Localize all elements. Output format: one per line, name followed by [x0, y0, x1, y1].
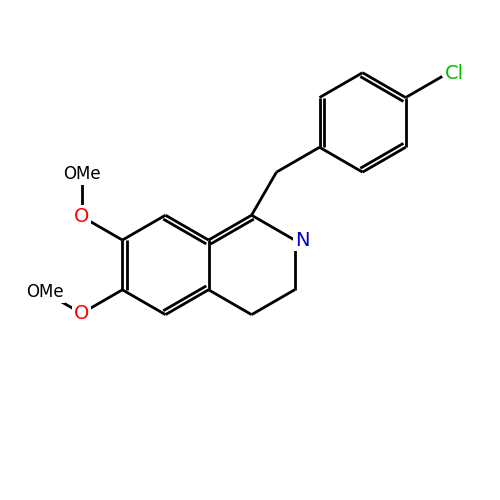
Text: OMe: OMe	[62, 165, 100, 183]
Text: OMe: OMe	[62, 165, 100, 183]
Text: O: O	[74, 304, 89, 323]
Text: N: N	[295, 230, 310, 250]
Text: OMe: OMe	[26, 284, 64, 302]
Text: Cl: Cl	[445, 64, 464, 84]
Text: O: O	[74, 207, 89, 226]
